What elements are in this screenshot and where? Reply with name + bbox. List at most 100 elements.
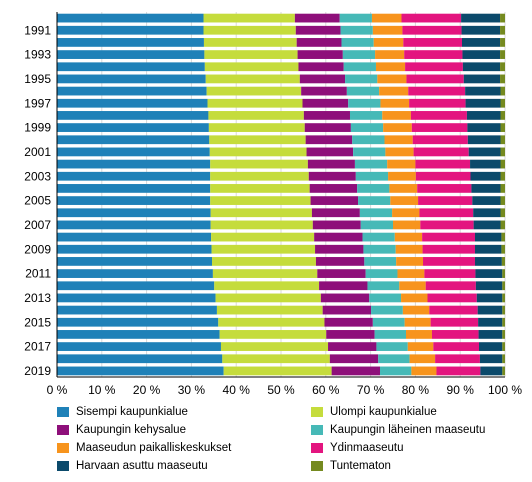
bar-segment (430, 317, 479, 327)
bar-segment (371, 13, 402, 23)
axes (56, 12, 505, 378)
bar-segment (57, 38, 204, 47)
bar-segment (407, 342, 434, 351)
bar-segment (417, 184, 472, 193)
bar-segment (298, 62, 344, 72)
bar-segment (57, 159, 211, 169)
bar-segment (57, 244, 212, 254)
bar-segment (385, 147, 414, 157)
bar-segment (394, 232, 423, 242)
bar-segment (296, 38, 342, 47)
bar-segment (57, 111, 209, 120)
x-tick-label: 30 % (178, 383, 206, 397)
bar-segment (429, 305, 478, 315)
bar-segment (500, 38, 505, 47)
bar-segment (322, 305, 372, 315)
bar-segment (216, 305, 323, 315)
bar-segment (365, 269, 398, 278)
bar-segment (342, 50, 376, 59)
bar-segment (399, 281, 426, 291)
y-tick-label: 1997 (24, 96, 51, 110)
y-tick-label: 1995 (24, 72, 51, 86)
bar-segment (461, 13, 501, 23)
x-tick-label: 70 % (357, 383, 385, 397)
bar-segment (405, 330, 432, 339)
bar-segment (380, 98, 410, 108)
bar-segment (462, 50, 501, 59)
bar-segment (207, 98, 303, 108)
bar-segment (500, 98, 505, 108)
bar-segment (461, 25, 501, 35)
legend-swatch (57, 443, 69, 453)
bar-segment (223, 366, 332, 376)
bar-segment (210, 159, 308, 169)
bar-segment (477, 305, 503, 315)
bar-segment (359, 208, 393, 218)
bar-segment (220, 342, 329, 351)
bar-segment (308, 171, 356, 181)
bar-segment (500, 171, 505, 181)
bar-segment (501, 257, 505, 266)
bar-segment (502, 269, 505, 278)
bar-segment (478, 317, 503, 327)
bar-segment (500, 220, 505, 230)
bar-segment (57, 257, 213, 266)
bar-segment (375, 50, 405, 59)
bar-segment (475, 281, 503, 291)
bar-segment (315, 244, 364, 254)
legend-swatch (311, 443, 323, 453)
bar-segment (388, 171, 416, 181)
bar-segment (364, 257, 397, 266)
bar-segment (395, 244, 423, 254)
bar-segment (425, 281, 476, 291)
bar-segment (465, 98, 501, 108)
bar-segment (210, 196, 311, 205)
bar-segment (406, 74, 464, 84)
legend-label: Ydinmaaseutu (330, 442, 404, 454)
bar-segment (473, 220, 501, 230)
x-tick-label: 0 % (47, 383, 68, 397)
bar-segment (502, 354, 505, 364)
bar-segment (467, 135, 501, 145)
legend-label: Maaseudun paikalliskeskukset (76, 442, 232, 454)
legend-label: Sisempi kaupunkialue (76, 406, 188, 418)
bar-segment (203, 13, 295, 23)
bar-segment (357, 184, 390, 193)
bar-segment (500, 74, 505, 84)
bar-segment (415, 159, 471, 169)
bar-segment (478, 330, 503, 339)
bar-segment (209, 147, 307, 157)
bar-segment (57, 86, 207, 96)
x-tick-label: 10 % (88, 383, 116, 397)
grid-lines (56, 12, 506, 377)
bar-segment (57, 281, 215, 291)
bar-segment (501, 244, 505, 254)
bar-segment (57, 366, 224, 376)
bar-segment (500, 184, 505, 193)
bar-segment (57, 74, 206, 84)
bar-segment (380, 366, 412, 376)
bar-segment (312, 220, 361, 230)
bar-segment (433, 342, 480, 351)
bar-segment (500, 135, 505, 145)
bar-segment (382, 111, 411, 120)
bar-segment (354, 159, 388, 169)
x-tick-label: 50 % (267, 383, 295, 397)
bar-segment (387, 159, 416, 169)
bar-segment (204, 50, 298, 59)
bar-segment (57, 208, 211, 218)
bar-segment (317, 269, 366, 278)
bar-segment (427, 293, 477, 303)
bar-segment (376, 342, 408, 351)
bar-segment (379, 86, 409, 96)
bar-segment (393, 220, 421, 230)
x-tick-label: 100 % (488, 383, 522, 397)
bar-segment (418, 196, 473, 205)
bar-segment (363, 244, 396, 254)
bar-segment (422, 232, 475, 242)
bar-segment (301, 86, 347, 96)
y-tick-label: 2003 (24, 169, 51, 183)
bar-segment (295, 25, 341, 35)
bar-segment (297, 50, 343, 59)
legend-item: Maaseudun paikalliskeskukset (57, 441, 231, 455)
